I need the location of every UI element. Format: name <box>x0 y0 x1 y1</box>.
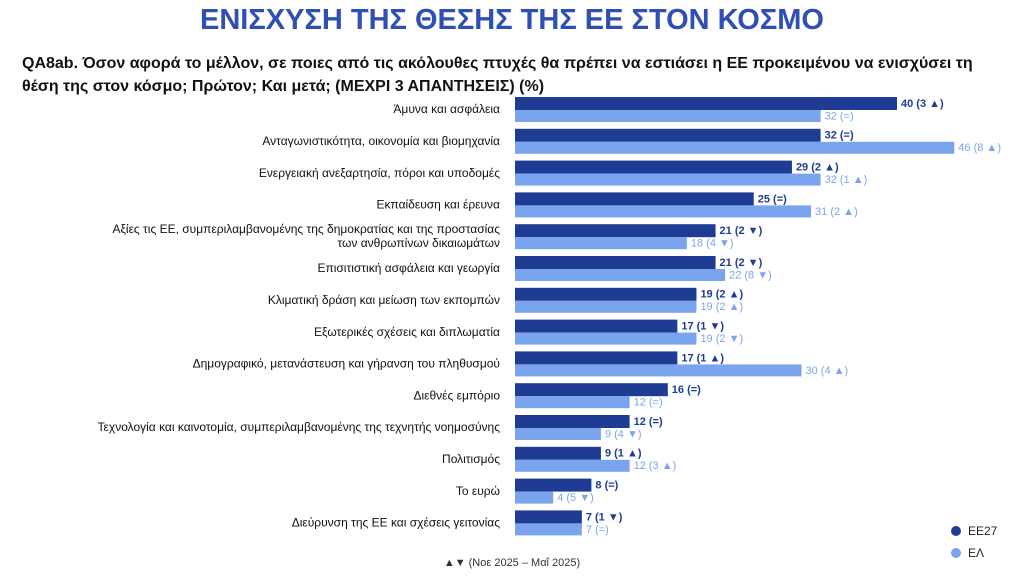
footnote: ▲▼ (Νοε 2025 – Μαΐ 2025) <box>444 557 580 569</box>
bar <box>515 478 592 492</box>
category-label: Ενεργειακή ανεξαρτησία, πόροι και υποδομ… <box>259 166 500 180</box>
bar <box>515 269 726 281</box>
category-label: Διεθνές εμπόριο <box>413 388 500 402</box>
bar <box>515 415 630 428</box>
bar <box>515 396 630 409</box>
value-label: 17 (1 ▲) <box>681 352 724 364</box>
value-label: 19 (2 ▲) <box>700 301 743 313</box>
value-label: 30 (4 ▲) <box>806 365 849 377</box>
value-label: 8 (=) <box>595 480 618 492</box>
category-label: Αξίες τις ΕΕ, συμπεριλαμβανομένης της δη… <box>113 222 501 250</box>
value-label: 12 (=) <box>634 397 663 409</box>
value-label: 32 (=) <box>825 130 854 142</box>
bar <box>515 205 812 218</box>
bar <box>515 351 678 365</box>
category-label: Δημογραφικό, μετανάστευση και γήρανση το… <box>193 357 500 371</box>
category-label: Εκπαίδευση και έρευνα <box>376 198 500 212</box>
bar <box>515 237 687 250</box>
legend-marker <box>951 548 961 558</box>
bar <box>515 224 716 238</box>
category-label: Διεύρυνση της ΕΕ και σχέσεις γειτονίας <box>292 516 501 530</box>
category-label: Κλιματική δράση και μείωση των εκπομπών <box>268 293 500 307</box>
category-label: Επισιτιστική ασφάλεια και γεωργία <box>317 261 500 275</box>
bar <box>515 446 601 460</box>
category-label: Πολιτισμός <box>442 452 500 466</box>
value-label: 4 (5 ▼) <box>557 492 594 504</box>
value-label: 12 (=) <box>634 416 663 428</box>
value-label: 40 (3 ▲) <box>901 98 944 110</box>
bar <box>515 128 821 142</box>
bar <box>515 428 601 440</box>
category-label: Εξωτερικές σχέσεις και διπλωματία <box>314 325 500 339</box>
bar <box>515 192 754 206</box>
bar <box>515 256 716 269</box>
value-label: 18 (4 ▼) <box>691 238 734 250</box>
bar <box>515 332 697 345</box>
bar <box>515 319 678 333</box>
bar <box>515 160 792 174</box>
bar <box>515 383 668 397</box>
value-label: 46 (8 ▲) <box>958 142 1001 154</box>
bar <box>515 523 582 536</box>
bar <box>515 510 582 524</box>
value-label: 21 (2 ▼) <box>720 257 763 269</box>
value-label: 19 (2 ▲) <box>700 289 743 301</box>
value-label: 9 (4 ▼) <box>605 428 642 440</box>
bar <box>515 97 897 110</box>
value-label: 12 (3 ▲) <box>634 460 677 472</box>
value-label: 21 (2 ▼) <box>720 225 763 237</box>
bar <box>515 459 630 472</box>
bar <box>515 491 554 504</box>
bar <box>515 300 697 313</box>
value-label: 31 (2 ▲) <box>815 206 858 218</box>
legend-label: EE27 <box>968 524 998 538</box>
bar <box>515 287 697 301</box>
chart-subtitle: QA8ab. Όσον αφορά το μέλλον, σε ποιες απ… <box>22 55 973 95</box>
legend-marker <box>951 526 961 536</box>
chart-title: ΕΝΙΣΧΥΣΗ ΤΗΣ ΘΕΣΗΣ ΤΗΣ ΕΕ ΣΤΟΝ ΚΟΣΜΟ <box>200 4 824 36</box>
value-label: 32 (=) <box>825 110 854 122</box>
value-label: 25 (=) <box>758 193 787 205</box>
value-label: 7 (=) <box>586 524 609 536</box>
category-label: Τεχνολογία και καινοτομία, συμπεριλαμβαν… <box>98 420 501 434</box>
value-label: 22 (8 ▼) <box>729 269 772 281</box>
category-label: Ανταγωνιστικότητα, οικονομία και βιομηχα… <box>262 134 500 148</box>
value-label: 29 (2 ▲) <box>796 162 839 174</box>
bar <box>515 364 802 377</box>
bar <box>515 173 821 186</box>
value-label: 19 (2 ▼) <box>700 333 743 345</box>
bar <box>515 110 821 122</box>
category-label: Άμυνα και ασφάλεια <box>393 102 500 116</box>
category-label: Το ευρώ <box>456 484 500 498</box>
value-label: 9 (1 ▲) <box>605 448 642 460</box>
value-label: 7 (1 ▼) <box>586 511 623 523</box>
value-label: 17 (1 ▼) <box>681 321 724 333</box>
value-label: 32 (1 ▲) <box>825 174 868 186</box>
bar <box>515 141 955 154</box>
legend-label: ΕΛ <box>968 546 984 560</box>
value-label: 16 (=) <box>672 384 701 396</box>
